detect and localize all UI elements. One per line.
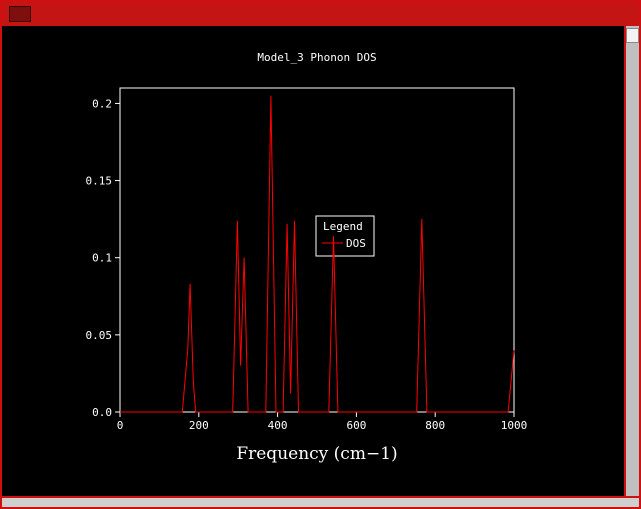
legend: Legend DOS	[315, 215, 375, 257]
y-tick-label: 0.2	[92, 97, 112, 110]
x-tick-label: 1000	[501, 419, 528, 432]
x-axis-label: Frequency (cm−1)	[236, 444, 397, 464]
y-tick-label: 0.0	[92, 406, 112, 419]
y-tick-label: 0.15	[86, 175, 113, 188]
legend-entry-label: DOS	[346, 237, 366, 250]
plot-canvas: Model_3 Phonon DOS 0.0 0.05 0.1 0.15 0.2 0 200…	[2, 26, 626, 496]
plot-title: Model_3 Phonon DOS	[257, 51, 376, 64]
legend-box	[315, 215, 375, 257]
plot-axes: 0.0 0.05 0.1 0.15 0.2 0 200 400 600 800 1000	[86, 87, 528, 432]
window-content: Model_3 Phonon DOS 0.0 0.05 0.1 0.15 0.2 0 200…	[2, 26, 639, 496]
x-tick-label: 600	[346, 419, 366, 432]
legend-title: Legend	[323, 220, 363, 233]
horizontal-scrollbar[interactable]	[2, 496, 639, 507]
scrollbar-track[interactable]	[626, 43, 639, 496]
window-titlebar[interactable]	[2, 2, 639, 26]
y-tick-label: 0.05	[86, 329, 113, 342]
series-dos	[120, 95, 515, 413]
x-tick-label: 800	[425, 419, 445, 432]
x-tick-label: 200	[189, 419, 209, 432]
vertical-scrollbar[interactable]	[626, 26, 639, 496]
x-tick-label: 400	[268, 419, 288, 432]
plot-svg: Model_3 Phonon DOS 0.0 0.05 0.1 0.15 0.2 0 200…	[86, 51, 528, 464]
x-tick-label: 0	[117, 419, 124, 432]
dos-curve	[120, 95, 515, 413]
scrollbar-up-button[interactable]	[626, 28, 639, 43]
window-menu-button[interactable]	[9, 6, 31, 22]
y-tick-label: 0.1	[92, 252, 112, 265]
